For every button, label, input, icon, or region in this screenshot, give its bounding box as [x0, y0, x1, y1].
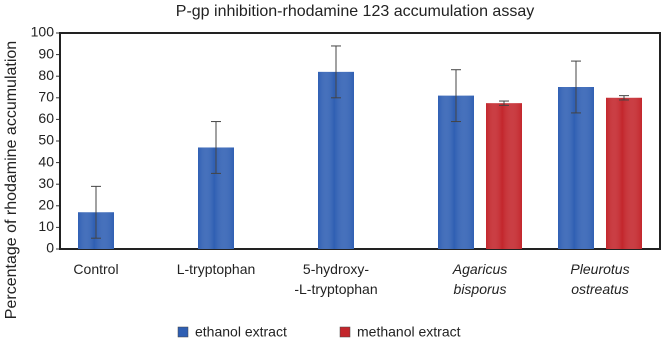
error-bar	[619, 95, 629, 101]
bar-shading	[318, 71, 354, 249]
y-tick-label: 10	[38, 218, 54, 234]
y-tick-label: 60	[38, 110, 54, 126]
legend-label: methanol extract	[357, 324, 461, 340]
x-tick-label: Pleurotus ostreatus	[570, 261, 629, 297]
y-tick-label: 20	[38, 197, 54, 213]
bar-shading	[486, 103, 522, 249]
y-tick-label: 50	[38, 132, 54, 148]
error-bar	[499, 100, 509, 106]
legend-label: ethanol extract	[195, 324, 287, 340]
plot-frame	[59, 32, 661, 250]
error-bar	[451, 69, 461, 123]
x-tick-label: Agaricus bisporus	[452, 261, 507, 297]
bar-shading	[606, 97, 642, 249]
y-tick-label: 30	[38, 175, 54, 191]
bar-shading	[558, 87, 594, 249]
x-tick-label: 5-hydroxy--L-tryptophan	[294, 261, 377, 297]
error-bar	[211, 121, 221, 174]
error-bar	[331, 45, 341, 99]
y-tick-label: 0	[46, 240, 54, 256]
y-tick-label: 80	[38, 67, 54, 83]
chart-title: P-gp inhibition-rhodamine 123 accumulati…	[176, 3, 534, 20]
legend-swatch	[177, 326, 189, 338]
legend-swatch	[339, 326, 351, 338]
y-tick-label: 40	[38, 153, 54, 169]
x-tick-label: Control	[73, 261, 118, 277]
y-tick-label: 70	[38, 89, 54, 105]
error-bar	[571, 60, 581, 114]
y-axis-label: Percentage of rhodamine accumulation	[3, 41, 20, 319]
y-tick-label: 90	[38, 45, 54, 61]
x-tick-label: L-tryptophan	[177, 261, 256, 277]
error-bar	[91, 185, 101, 239]
y-tick-label: 100	[31, 24, 55, 40]
